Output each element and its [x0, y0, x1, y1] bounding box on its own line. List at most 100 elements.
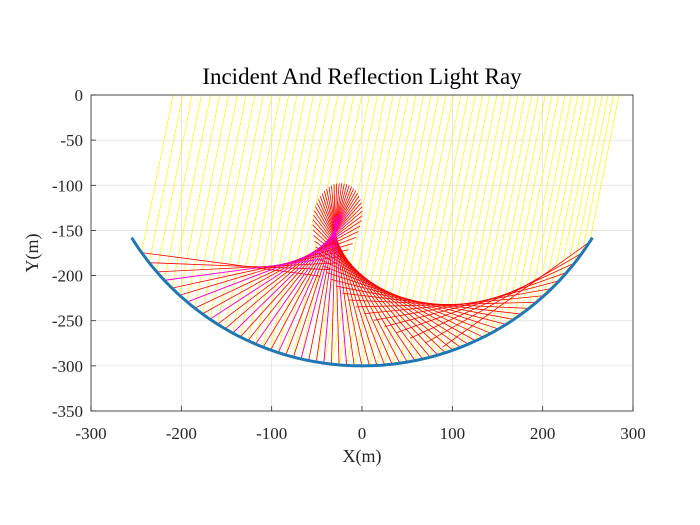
incident-ray	[407, 94, 462, 363]
reflected-ray	[364, 295, 545, 315]
y-tick-label: -300	[52, 357, 83, 376]
y-tick-label: -250	[52, 312, 83, 331]
incident-ray	[452, 94, 505, 351]
incident-ray	[429, 94, 483, 358]
y-tick-label: -100	[52, 176, 83, 195]
incident-ray	[179, 94, 220, 296]
reflected-ray	[333, 184, 340, 365]
incident-ray	[156, 94, 193, 272]
reflected-ray	[293, 185, 350, 358]
incident-rays	[141, 94, 620, 366]
incident-ray	[482, 94, 533, 338]
incident-ray	[247, 94, 298, 341]
incident-ray	[361, 94, 417, 366]
incident-ray	[384, 94, 439, 365]
reflected-ray	[270, 190, 357, 351]
reflected-ray	[409, 262, 575, 339]
reflected-ray	[285, 186, 352, 356]
highlight-rays	[164, 210, 348, 366]
reflected-ray	[319, 196, 385, 366]
incident-ray	[551, 94, 591, 289]
reflected-ray	[326, 188, 363, 366]
incident-ray	[513, 94, 559, 320]
incident-ray	[262, 94, 314, 348]
incident-ray	[239, 94, 290, 338]
reflected-ray	[396, 271, 567, 334]
y-tick-label: -50	[60, 131, 83, 150]
incident-ray	[422, 94, 476, 360]
incident-ray	[209, 94, 256, 320]
highlight-ray	[164, 258, 322, 281]
reflected-ray	[315, 246, 469, 345]
reflected-ray	[331, 183, 338, 365]
reflected-ray	[317, 252, 476, 342]
incident-ray	[574, 94, 609, 264]
reflected-ray	[156, 262, 338, 273]
incident-ray	[528, 94, 572, 309]
reflected-ray	[262, 193, 358, 348]
incident-ray	[224, 94, 273, 329]
x-tick-label: 0	[358, 424, 367, 443]
plot-area	[90, 94, 634, 412]
incident-ray	[581, 94, 615, 254]
y-tick-label: -150	[52, 221, 83, 240]
x-tick-label: 300	[620, 424, 646, 443]
highlight-ray	[277, 210, 344, 353]
x-tick-label: 100	[440, 424, 466, 443]
incident-ray	[232, 94, 281, 334]
incident-ray	[186, 94, 229, 303]
incident-ray	[589, 94, 620, 243]
reflected-ray	[308, 183, 345, 361]
y-axis-label: Y(m)	[22, 234, 43, 273]
incident-ray	[558, 94, 597, 281]
incident-ray	[391, 94, 447, 365]
x-tick-label: -200	[166, 424, 197, 443]
incident-ray	[520, 94, 566, 315]
incident-ray	[505, 94, 553, 325]
incident-ray	[331, 94, 386, 365]
incident-ray	[141, 94, 174, 253]
reflected-ray	[149, 262, 330, 270]
incident-ray	[194, 94, 238, 309]
reflected-ray	[321, 193, 378, 366]
reflected-ray	[373, 288, 552, 321]
y-tick-label: -350	[52, 402, 83, 421]
incident-ray	[201, 94, 247, 314]
reflected-rays	[141, 183, 590, 366]
incident-ray	[376, 94, 432, 366]
incident-ray	[315, 94, 371, 363]
highlight-ray	[300, 213, 340, 360]
incident-ray	[171, 94, 211, 289]
reflected-ray	[355, 301, 537, 308]
incident-ray	[277, 94, 331, 353]
highlight-ray	[255, 213, 347, 345]
incident-ray	[164, 94, 202, 281]
highlight-ray	[323, 215, 337, 364]
x-tick-label: -300	[75, 424, 106, 443]
reflected-ray	[442, 241, 590, 348]
y-axis-ticks: 0 -50 -100 -150 -200 -250 -300 -350	[52, 86, 96, 421]
incident-ray	[353, 94, 409, 366]
highlight-ray	[187, 244, 336, 303]
incident-ray	[475, 94, 526, 341]
incident-ray	[490, 94, 539, 334]
reflected-ray	[247, 199, 361, 341]
reflected-ray	[384, 280, 560, 328]
incident-ray	[445, 94, 498, 353]
x-axis-label: X(m)	[343, 446, 382, 467]
incident-ray	[536, 94, 579, 303]
x-tick-label: 200	[530, 424, 556, 443]
x-tick-label: -100	[256, 424, 287, 443]
reflected-ray	[312, 219, 431, 358]
incident-ray	[566, 94, 603, 273]
incident-ray	[498, 94, 546, 330]
incident-ray	[217, 94, 264, 325]
reflected-ray	[425, 252, 583, 344]
mirror-curve	[130, 236, 594, 368]
reflected-ray	[328, 186, 355, 366]
y-tick-label: -200	[52, 267, 83, 286]
incident-ray	[346, 94, 402, 366]
reflected-ray	[315, 183, 343, 363]
reflected-ray	[323, 190, 370, 366]
